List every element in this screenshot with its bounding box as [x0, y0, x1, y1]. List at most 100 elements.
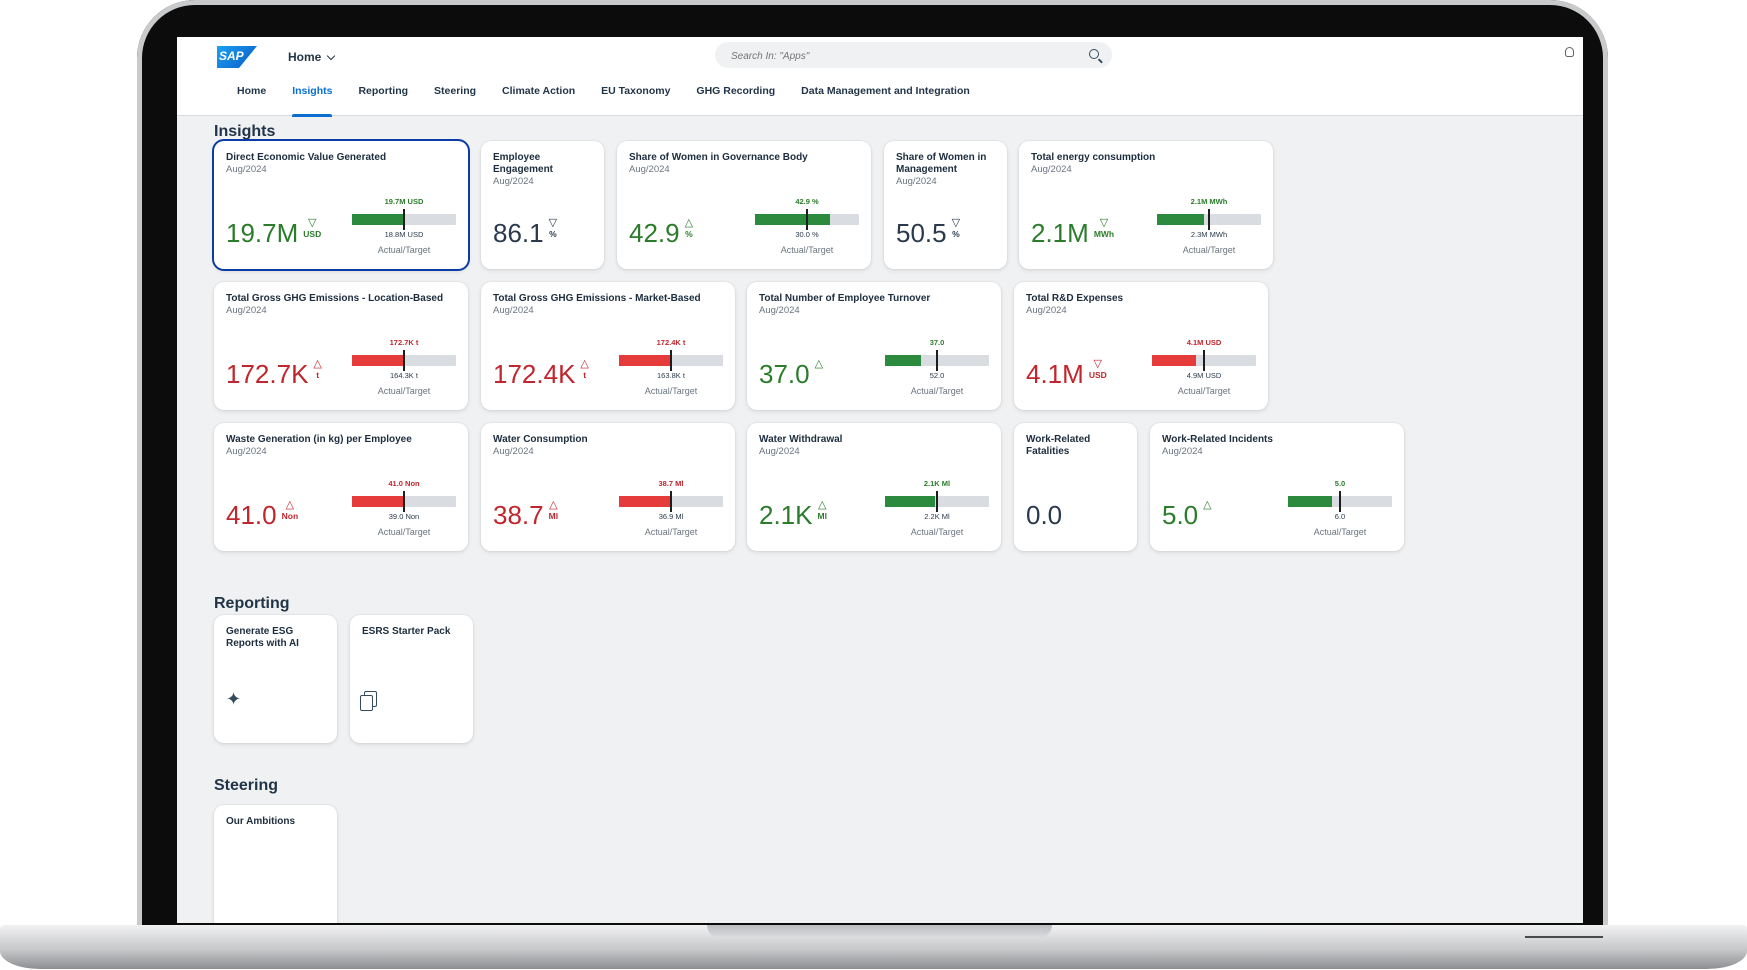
kpi-value-group: 19.7M ▽ USD: [226, 218, 321, 249]
home-menu[interactable]: Home: [288, 50, 336, 64]
card-date: Aug/2024: [226, 446, 267, 457]
kpi-unit: MWh: [1093, 229, 1115, 239]
card-title-text: Total R&D Expenses: [1026, 293, 1124, 304]
kpi-card[interactable]: Employee Engagement Aug/2024 86.1 ▽%: [481, 141, 604, 269]
bullet-actual-label: 172.4K t: [656, 338, 686, 347]
kpi-indicator: ▽ USD: [1089, 359, 1107, 381]
bullet-target-marker: [806, 209, 808, 230]
kpi-value-group: 4.1M ▽ USD: [1026, 359, 1107, 390]
bullet-track: [885, 350, 989, 371]
bullet-caption: Actual/Target: [377, 386, 431, 396]
reporting-card-esg-ai[interactable]: Generate ESG Reports with AI ✦: [214, 615, 337, 743]
kpi-card[interactable]: Water Withdrawal Aug/2024 2.1K △ Ml 2.1K Ml 2.…: [747, 423, 1001, 551]
tab-reporting[interactable]: Reporting: [358, 85, 409, 97]
bullet-chart: 38.7 Ml 36.9 Ml Actual/Target: [619, 479, 723, 539]
bullet-target-label: 36.9 Ml: [658, 512, 684, 521]
card-date: Aug/2024: [493, 446, 534, 457]
kpi-card[interactable]: Total energy consumption Aug/2024 2.1M ▽ MWh…: [1019, 141, 1273, 269]
bullet-target-label: 2.2K Ml: [924, 512, 950, 521]
bullet-actual-label: 2.1K Ml: [923, 479, 951, 488]
card-title: Total Number of Employee Turnover Aug/202…: [759, 293, 993, 317]
card-title: Direct Economic Value Generated Aug/2024: [226, 152, 460, 176]
bullet-actual-bar: [885, 496, 935, 507]
bullet-target-label: 30.0 %: [795, 230, 819, 239]
bullet-actual-label: 2.1M MWh: [1190, 197, 1228, 206]
bullet-target-marker: [1208, 209, 1210, 230]
bullet-target-marker: [403, 209, 405, 230]
tab-insights[interactable]: Insights: [279, 75, 345, 117]
bullet-chart: 2.1M MWh 2.3M MWh Actual/Target: [1157, 197, 1261, 257]
card-title-text: Waste Generation (in kg) per Employee: [226, 434, 412, 445]
tab-climate-action[interactable]: Climate Action: [502, 85, 576, 97]
reporting-card-esrs[interactable]: ESRS Starter Pack: [350, 615, 473, 743]
kpi-card[interactable]: Direct Economic Value Generated Aug/2024 1…: [214, 141, 468, 269]
bullet-chart: 41.0 Non 39.0 Non Actual/Target: [352, 479, 456, 539]
bullet-actual-label: 4.1M USD: [1186, 338, 1222, 347]
kpi-unit: %: [685, 229, 693, 239]
bullet-target-label: 164.3K t: [390, 371, 418, 380]
headset-icon[interactable]: [1565, 47, 1574, 57]
bullet-actual-label: 19.7M USD: [384, 197, 424, 206]
kpi-value-group: 172.4K △ t: [493, 359, 589, 390]
card-title: ESRS Starter Pack: [362, 626, 451, 637]
kpi-unit: %: [952, 229, 960, 239]
trend-icon: △: [1203, 499, 1212, 511]
bullet-caption: Actual/Target: [377, 245, 431, 255]
tab-data-management-and-integration[interactable]: Data Management and Integration: [801, 85, 970, 97]
chevron-down-icon: [327, 51, 336, 60]
kpi-card[interactable]: Total Gross GHG Emissions - Location-Bas…: [214, 282, 468, 410]
card-date: Aug/2024: [896, 176, 937, 187]
card-date: Aug/2024: [226, 164, 267, 175]
kpi-card[interactable]: Water Consumption Aug/2024 38.7 △ Ml 38.7 Ml 3…: [481, 423, 735, 551]
steering-card-ambitions[interactable]: Our Ambitions: [214, 805, 337, 923]
kpi-card[interactable]: Total R&D Expenses Aug/2024 4.1M ▽ USD 4.1M U…: [1014, 282, 1268, 410]
bullet-track: [619, 350, 723, 371]
bullet-track: [352, 491, 456, 512]
kpi-card[interactable]: Total Number of Employee Turnover Aug/202…: [747, 282, 1001, 410]
bullet-caption: Actual/Target: [377, 527, 431, 537]
bullet-track: [1152, 350, 1256, 371]
search-bar[interactable]: [715, 42, 1112, 68]
bullet-target-label: 4.9M USD: [1186, 371, 1222, 380]
card-title: Water Consumption Aug/2024: [493, 434, 727, 458]
bullet-target-marker: [670, 350, 672, 371]
sparkle-icon: ✦: [226, 689, 242, 709]
bullet-track: [885, 491, 989, 512]
tab-steering[interactable]: Steering: [434, 85, 477, 97]
card-title: Total Gross GHG Emissions - Market-Based…: [493, 293, 727, 317]
bullet-track: [619, 491, 723, 512]
bullet-target-marker: [1203, 350, 1205, 371]
kpi-value: 50.5: [896, 218, 947, 248]
kpi-value: 2.1K: [759, 500, 813, 530]
kpi-unit: t: [583, 370, 587, 380]
bullet-target-label: 39.0 Non: [388, 512, 420, 521]
kpi-card[interactable]: Work-Related Fatalities 0.0: [1014, 423, 1137, 551]
tab-ghg-recording[interactable]: GHG Recording: [696, 85, 776, 97]
card-title: Total Gross GHG Emissions - Location-Bas…: [226, 293, 460, 317]
tab-eu-taxonomy[interactable]: EU Taxonomy: [601, 85, 671, 97]
bullet-caption: Actual/Target: [1182, 245, 1236, 255]
kpi-card[interactable]: Work-Related Incidents Aug/2024 5.0 △ 5.0 6.0…: [1150, 423, 1404, 551]
bullet-target-label: 52.0: [929, 371, 945, 380]
search-input[interactable]: [729, 46, 1073, 66]
kpi-card[interactable]: Waste Generation (in kg) per Employee Aug…: [214, 423, 468, 551]
bullet-target-marker: [1339, 491, 1341, 512]
kpi-card[interactable]: Total Gross GHG Emissions - Market-Based…: [481, 282, 735, 410]
tab-home[interactable]: Home: [237, 85, 267, 97]
card-title-text: Total Gross GHG Emissions - Market-Based: [493, 293, 701, 304]
kpi-card[interactable]: Share of Women in Management Aug/2024 50.5…: [884, 141, 1007, 269]
sap-logo[interactable]: SAP: [217, 46, 257, 68]
bullet-actual-label: 37.0: [929, 338, 945, 347]
kpi-card[interactable]: Share of Women in Governance Body Aug/202…: [617, 141, 871, 269]
search-icon[interactable]: [1089, 49, 1099, 59]
trend-icon: △: [313, 358, 322, 370]
card-title-text: Employee Engagement: [493, 152, 554, 175]
card-title: Generate ESG Reports with AI: [226, 626, 299, 649]
bullet-actual-bar: [885, 355, 922, 366]
app-screen: SAP Home Home Insights Reporting Steering Cl…: [177, 37, 1583, 923]
bullet-target-marker: [403, 491, 405, 512]
bullet-chart: 4.1M USD 4.9M USD Actual/Target: [1152, 338, 1256, 398]
kpi-value-group: 2.1M ▽ MWh: [1031, 218, 1115, 249]
card-date: Aug/2024: [493, 176, 534, 187]
card-title: Total energy consumption Aug/2024: [1031, 152, 1265, 176]
